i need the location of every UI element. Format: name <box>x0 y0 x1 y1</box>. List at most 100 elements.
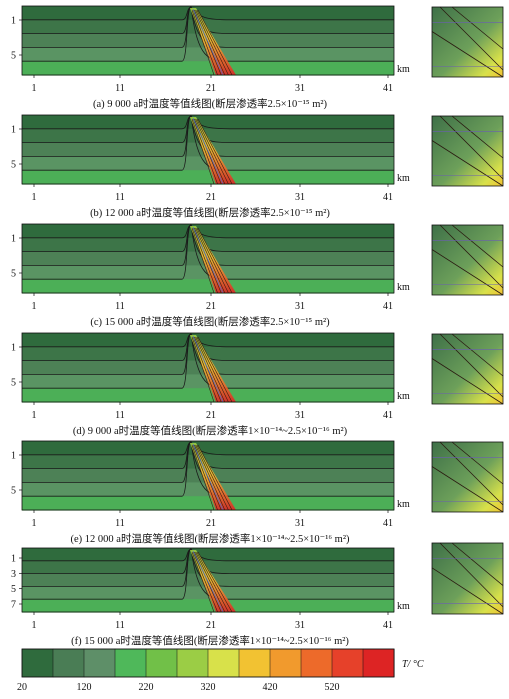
temperature-band <box>22 482 394 497</box>
temperature-band <box>22 128 394 144</box>
temperature-band <box>22 548 394 562</box>
isotherm-line <box>194 9 222 76</box>
colorbar-label: T/ °C <box>402 659 424 670</box>
x-tick-label: 11 <box>115 301 125 312</box>
isotherm-line <box>197 227 233 294</box>
fault-line <box>192 8 224 76</box>
colorbar: 20 120 220 320 420 520 T/ °C <box>17 648 424 693</box>
isotherm-line <box>192 444 218 511</box>
fault-line <box>192 443 224 511</box>
temperature-band <box>22 6 394 21</box>
y-tick-label: 5 <box>11 51 16 62</box>
x-unit-label: km <box>397 64 410 75</box>
colorbar-frame <box>21 648 395 678</box>
isotherm-line <box>195 551 226 613</box>
colorbar-tick-label: 220 <box>139 682 154 693</box>
plot-frame <box>21 332 395 403</box>
colorbar-swatch <box>145 648 178 678</box>
x-tick-label: 21 <box>206 301 216 312</box>
y-tick-label: 1 <box>11 125 16 136</box>
isotherm-line <box>194 118 222 185</box>
isotherm-line <box>192 551 218 613</box>
colorbar-swatch <box>83 648 116 678</box>
isotherm-line <box>196 118 229 185</box>
inset-frame <box>431 333 504 405</box>
plot-frame <box>21 440 395 511</box>
temperature-band <box>22 279 394 294</box>
inset-isotherm <box>451 115 504 159</box>
inset-isotherm <box>431 31 504 78</box>
temperature-band <box>22 47 394 62</box>
hot-plume <box>190 443 236 510</box>
inset-isotherm <box>439 333 504 398</box>
colorbar-swatch <box>300 648 333 678</box>
temperature-band <box>22 265 394 280</box>
panel-caption: (e) 12 000 a时温度等值线图(断层渗透率1×10⁻¹⁴~2.5×10⁻… <box>71 532 350 545</box>
hot-plume <box>190 335 236 402</box>
colorbar-swatch <box>331 648 364 678</box>
fault-line <box>192 226 224 294</box>
inset-isotherm <box>431 140 504 187</box>
x-tick-label: 1 <box>32 518 37 529</box>
y-tick-label: 5 <box>11 486 16 497</box>
isotherm-line <box>192 227 218 294</box>
inset-frame <box>431 542 504 615</box>
temperature-band <box>22 441 394 456</box>
x-tick-label: 11 <box>115 83 125 94</box>
temperature-band <box>22 586 394 600</box>
y-tick-label: 7 <box>11 600 16 611</box>
temperature-band <box>22 237 394 253</box>
colorbar-tick-label: 320 <box>201 682 216 693</box>
inset-background <box>432 543 503 614</box>
x-tick-label: 1 <box>32 410 37 421</box>
colorbar-swatch <box>207 648 240 678</box>
x-tick-label: 21 <box>206 410 216 421</box>
temperature-band <box>22 374 394 389</box>
x-tick-label: 21 <box>206 620 216 631</box>
isotherm-line <box>195 118 226 185</box>
x-unit-label: km <box>397 282 410 293</box>
temperature-band <box>22 599 394 613</box>
colorbar-tick-label: 420 <box>263 682 278 693</box>
colorbar-tick-label: 20 <box>17 682 27 693</box>
inset-zoom <box>431 333 504 405</box>
x-tick-label: 1 <box>32 620 37 631</box>
x-tick-label: 11 <box>115 620 125 631</box>
fault-line <box>192 550 224 613</box>
inset-isotherm <box>431 466 504 513</box>
temperature-band <box>22 156 394 171</box>
x-unit-label: km <box>397 391 410 402</box>
isotherm-line <box>195 9 226 76</box>
inset-frame <box>431 115 504 187</box>
isotherm-line <box>194 227 222 294</box>
isotherm-line <box>196 551 229 613</box>
temperature-band <box>22 19 394 35</box>
colorbar-swatch <box>238 648 271 678</box>
x-tick-label: 11 <box>115 518 125 529</box>
inset-background <box>432 442 503 512</box>
temperature-band <box>22 61 394 76</box>
x-tick-label: 21 <box>206 83 216 94</box>
inset-isotherm <box>431 249 504 296</box>
isotherm-line <box>197 118 233 185</box>
hot-plume <box>190 550 236 612</box>
temperature-band <box>22 333 394 348</box>
y-tick-label: 5 <box>11 584 16 595</box>
inset-isotherm <box>439 115 504 180</box>
inset-isotherm <box>451 441 504 485</box>
isotherm-line <box>191 336 215 403</box>
isotherm-line <box>197 336 233 403</box>
panel-caption: (b) 12 000 a时温度等值线图(断层渗透率2.5×10⁻¹⁵ m²) <box>90 206 330 219</box>
temperature-band <box>22 224 394 239</box>
isotherm-line <box>192 336 218 403</box>
y-tick-label: 1 <box>11 16 16 27</box>
colorbar-swatch <box>176 648 209 678</box>
x-tick-label: 31 <box>295 620 305 631</box>
inset-isotherm <box>451 224 504 268</box>
isotherm-line <box>191 444 215 511</box>
isotherm-line <box>197 9 233 76</box>
inset-zoom <box>431 542 504 615</box>
